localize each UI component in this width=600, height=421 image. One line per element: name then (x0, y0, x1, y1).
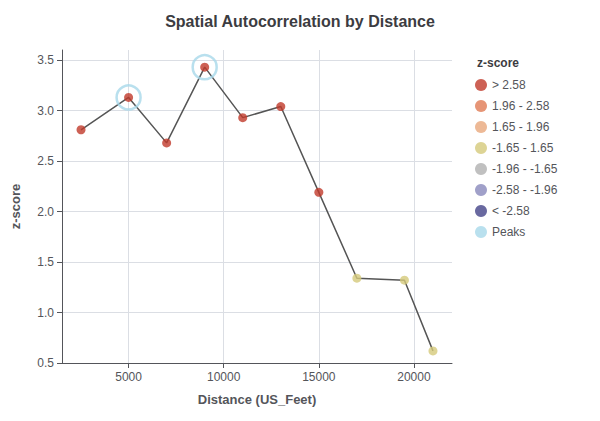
svg-text:3.0: 3.0 (37, 104, 54, 118)
svg-text:3.5: 3.5 (37, 53, 54, 67)
svg-text:Distance (US_Feet): Distance (US_Feet) (198, 392, 316, 407)
svg-text:5000: 5000 (115, 370, 142, 384)
svg-text:0.5: 0.5 (37, 356, 54, 370)
svg-text:-1.96 - -1.65: -1.96 - -1.65 (492, 162, 558, 176)
svg-text:-2.58 - -1.96: -2.58 - -1.96 (492, 183, 558, 197)
svg-text:2.5: 2.5 (37, 154, 54, 168)
svg-text:1.0: 1.0 (37, 306, 54, 320)
svg-text:2.0: 2.0 (37, 205, 54, 219)
svg-text:Spatial Autocorrelation by Dis: Spatial Autocorrelation by Distance (165, 13, 435, 30)
svg-text:10000: 10000 (207, 370, 241, 384)
svg-text:z-score: z-score (477, 56, 519, 70)
svg-text:15000: 15000 (302, 370, 336, 384)
svg-text:1.96 - 2.58: 1.96 - 2.58 (492, 99, 550, 113)
svg-text:1.65 - 1.96: 1.65 - 1.96 (492, 120, 550, 134)
svg-text:> 2.58: > 2.58 (492, 78, 526, 92)
svg-text:-1.65 - 1.65: -1.65 - 1.65 (492, 141, 554, 155)
svg-text:20000: 20000 (397, 370, 431, 384)
svg-text:1.5: 1.5 (37, 255, 54, 269)
svg-text:< -2.58: < -2.58 (492, 204, 530, 218)
svg-text:Peaks: Peaks (492, 225, 525, 239)
svg-text:z-score: z-score (8, 184, 23, 230)
